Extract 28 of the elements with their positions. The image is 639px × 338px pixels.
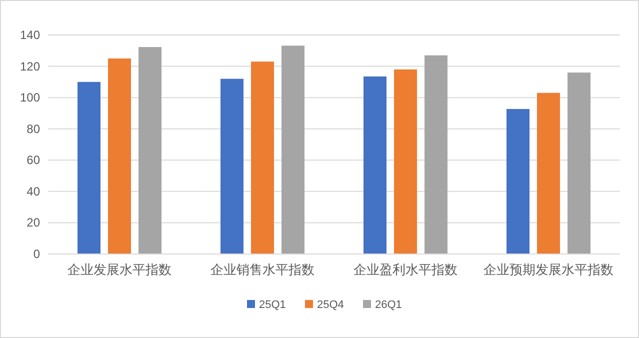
bar [282, 46, 304, 254]
y-tick-label: 20 [26, 216, 40, 230]
x-tick-label: 企业发展水平指数 [68, 262, 172, 277]
y-tick-label: 80 [26, 122, 40, 136]
bar [394, 69, 417, 254]
legend-label: 25Q1 [259, 299, 286, 311]
x-tick-label: 企业销售水平指数 [210, 262, 314, 277]
y-tick-label: 0 [33, 247, 40, 261]
legend-label: 26Q1 [375, 299, 402, 311]
legend-label: 25Q4 [317, 299, 344, 311]
bar [568, 72, 590, 254]
y-tick-label: 100 [20, 90, 40, 105]
bar [251, 62, 274, 254]
bar [364, 76, 386, 254]
y-tick-label: 40 [26, 184, 40, 198]
bar [506, 108, 530, 254]
y-tick-label: 60 [26, 153, 40, 168]
chart: 0 20 40 60 80 100 120 140 企业发展水平指数 企业销售水平指数 企业盈利水平指数 企业预期发展水平指数 [20, 28, 620, 277]
y-tick-label: 140 [20, 28, 40, 42]
bar [138, 47, 162, 254]
bar [220, 78, 244, 254]
bar [424, 55, 448, 254]
y-tick-label: 120 [20, 59, 40, 74]
bar [78, 82, 100, 254]
x-tick-label: 企业盈利水平指数 [354, 262, 458, 277]
x-tick-label: 企业预期发展水平指数 [484, 262, 614, 277]
bar [537, 92, 560, 254]
bar [108, 58, 131, 254]
